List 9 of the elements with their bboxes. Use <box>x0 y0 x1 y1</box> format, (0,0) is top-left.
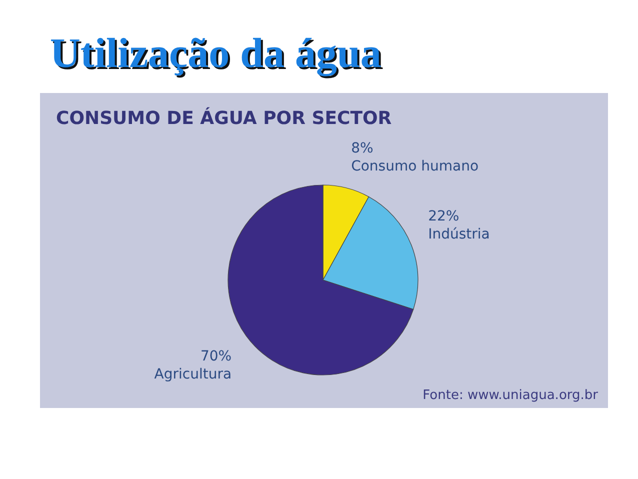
data-label: 70% <box>200 348 232 364</box>
data-label: 8% <box>351 140 374 157</box>
data-label: 22% <box>428 208 460 224</box>
slice-label: Consumo humano <box>351 158 479 175</box>
slice-label: Indústria <box>428 226 490 242</box>
slice-label: Agricultura <box>154 366 232 382</box>
source-note: Fonte: www.uniagua.org.br <box>422 388 598 404</box>
chart-subtitle: CONSUMO DE ÁGUA POR SECTOR <box>56 107 392 131</box>
chart-title: Utilização da água <box>50 30 382 78</box>
